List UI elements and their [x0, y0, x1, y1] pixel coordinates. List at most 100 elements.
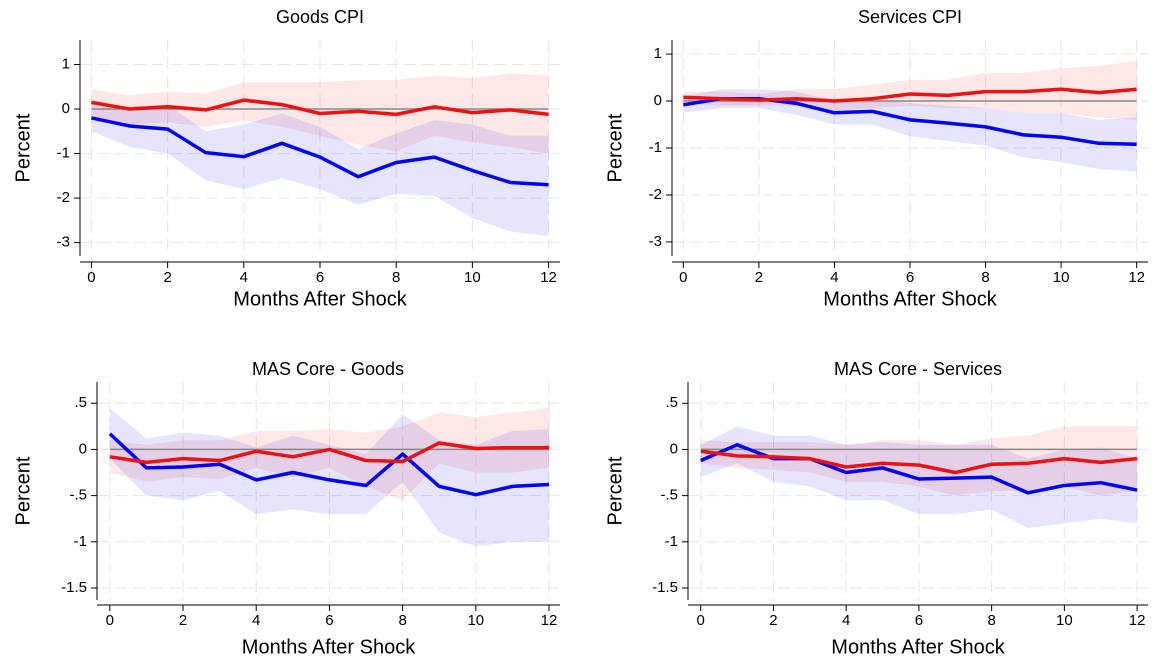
y-tick-label: .5 [665, 394, 678, 411]
series-line [700, 449, 1138, 475]
confidence-band [737, 426, 774, 482]
y-tick-label: -1 [649, 139, 662, 156]
confidence-band [872, 98, 910, 137]
x-tick-label: 6 [316, 269, 324, 286]
x-tick-label: 4 [240, 269, 248, 286]
x-tick-label: 10 [1056, 612, 1073, 629]
x-tick-label: 8 [392, 269, 400, 286]
y-tick-label: -1 [57, 145, 70, 162]
y-tick-label: -2 [649, 186, 662, 203]
y-tick-label: -1.5 [61, 579, 87, 596]
x-axis-label: Months After Shock [233, 288, 407, 310]
chart-title: MAS Core - Goods [252, 359, 404, 379]
y-tick-label: 0 [654, 92, 662, 109]
confidence-band [947, 72, 986, 109]
y-tick-label: 1 [62, 55, 70, 72]
confidence-band [834, 84, 873, 111]
y-axis-label: Percent [604, 113, 626, 182]
series-line [108, 432, 550, 497]
confidence-band [358, 80, 397, 152]
y-tick-label: -.5 [660, 487, 678, 504]
x-tick-label: 10 [464, 269, 481, 286]
confidence-band [439, 440, 476, 547]
chart-title: MAS Core - Services [834, 359, 1002, 379]
x-tick-label: 0 [87, 269, 95, 286]
x-tick-label: 8 [981, 269, 989, 286]
x-tick-label: 4 [842, 612, 850, 629]
chart-title: Services CPI [858, 7, 962, 27]
y-tick-label: 0 [670, 440, 678, 457]
x-tick-label: 12 [541, 612, 558, 629]
x-axis-label: Months After Shock [823, 288, 997, 310]
confidence-band [512, 407, 550, 473]
x-tick-label: 12 [1128, 269, 1145, 286]
y-axis-label: Percent [12, 456, 34, 525]
chart-title: Goods CPI [276, 7, 364, 27]
series-line [700, 443, 1138, 495]
y-tick-label: 0 [62, 100, 70, 117]
confidence-band [366, 414, 403, 515]
confidence-band [475, 430, 513, 547]
confidence-band [434, 120, 473, 219]
y-tick-label: -1.5 [652, 579, 678, 596]
series-line [91, 116, 549, 187]
y-tick-label: 0 [79, 440, 87, 457]
confidence-band [510, 135, 549, 236]
y-tick-label: -3 [649, 233, 662, 250]
x-tick-label: 10 [467, 612, 484, 629]
x-tick-label: 2 [769, 612, 777, 629]
y-axis-label: Percent [12, 113, 34, 182]
x-tick-label: 12 [1129, 612, 1146, 629]
x-tick-label: 12 [540, 269, 557, 286]
x-axis-label: Months After Shock [831, 636, 1005, 658]
y-tick-label: -1 [74, 533, 87, 550]
x-tick-label: 6 [325, 612, 333, 629]
x-tick-label: 10 [1053, 269, 1070, 286]
confidence-band [846, 440, 883, 482]
y-tick-label: -1 [665, 533, 678, 550]
panel: Services CPI Months After Shock Percent -3 -… [604, 7, 1148, 310]
confidence-band [243, 82, 282, 127]
panel: MAS Core - Goods Months After Shock Percen… [12, 359, 560, 658]
confidence-band [205, 124, 244, 190]
panel: MAS Core - Services Months After Shock Per… [604, 359, 1148, 658]
confidence-band [329, 429, 367, 487]
x-tick-label: 6 [906, 269, 914, 286]
x-tick-label: 4 [830, 269, 838, 286]
x-tick-label: 4 [252, 612, 260, 629]
confidence-band [773, 435, 810, 487]
x-tick-label: 0 [106, 612, 114, 629]
confidence-band [402, 412, 440, 501]
y-tick-label: .5 [74, 394, 87, 411]
confidence-band [475, 412, 513, 473]
x-axis-label: Months After Shock [242, 636, 416, 658]
x-tick-label: 2 [179, 612, 187, 629]
confidence-band [329, 444, 367, 515]
confidence-band [366, 426, 403, 501]
confidence-band [439, 412, 476, 473]
y-tick-label: -2 [57, 189, 70, 206]
series-line [683, 87, 1137, 103]
series-line [109, 441, 550, 465]
x-tick-label: 0 [679, 269, 687, 286]
panel: Goods CPI Months After Shock Percent -3 -2 -1… [12, 7, 560, 310]
confidence-band [91, 102, 130, 147]
confidence-band [396, 120, 435, 196]
y-axis-label: Percent [604, 456, 626, 525]
x-tick-label: 2 [755, 269, 763, 286]
y-tick-label: -.5 [69, 487, 87, 504]
x-tick-label: 8 [398, 612, 406, 629]
confidence-band [402, 414, 440, 533]
confidence-band [985, 108, 1024, 158]
y-tick-label: -3 [57, 234, 70, 251]
confidence-band [809, 435, 847, 501]
confidence-band [1028, 426, 1065, 491]
x-tick-label: 2 [163, 269, 171, 286]
confidence-band [955, 444, 992, 515]
y-tick-label: 1 [654, 45, 662, 62]
confidence-band [396, 75, 435, 152]
x-tick-label: 0 [697, 612, 705, 629]
confidence-band [882, 442, 919, 515]
series-line [91, 98, 549, 117]
